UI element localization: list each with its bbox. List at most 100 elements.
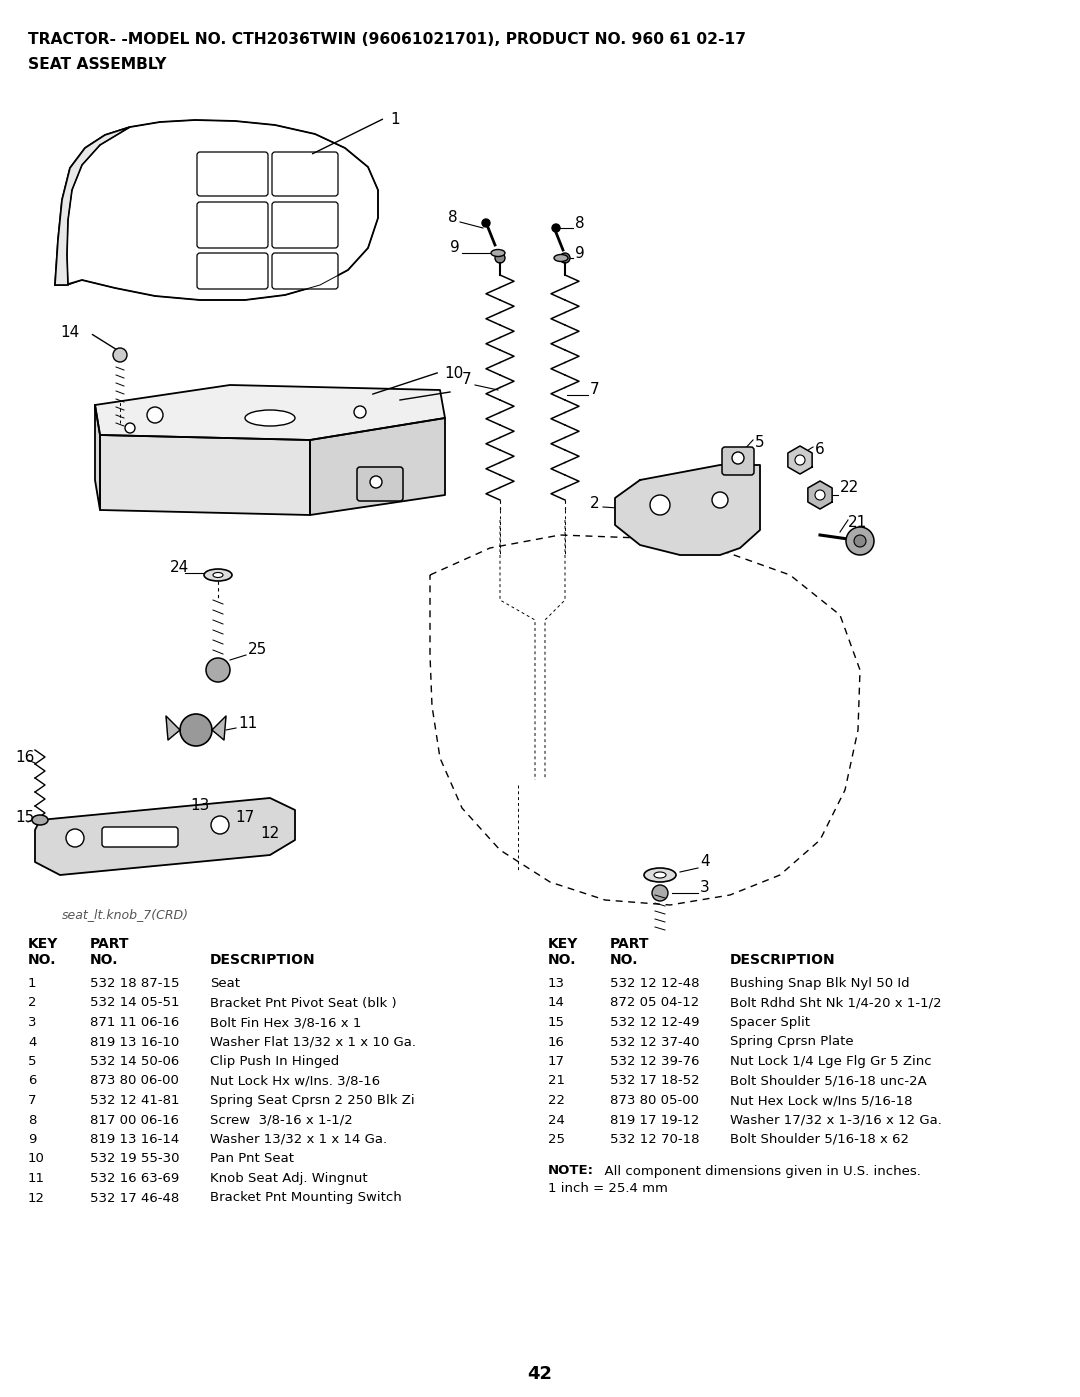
Text: 12: 12 (28, 1192, 45, 1204)
Text: All component dimensions given in U.S. inches.: All component dimensions given in U.S. i… (596, 1165, 921, 1178)
Polygon shape (55, 120, 378, 300)
Text: 819 13 16-10: 819 13 16-10 (90, 1035, 179, 1049)
FancyBboxPatch shape (197, 152, 268, 196)
Text: 3: 3 (28, 1016, 37, 1030)
Text: SEAT ASSEMBLY: SEAT ASSEMBLY (28, 57, 166, 73)
Text: 2: 2 (28, 996, 37, 1010)
Text: 9: 9 (28, 1133, 37, 1146)
Ellipse shape (32, 814, 48, 826)
Text: 17: 17 (235, 810, 254, 826)
Circle shape (147, 407, 163, 423)
Polygon shape (808, 481, 832, 509)
Text: 10: 10 (444, 366, 463, 381)
Text: TRACTOR- -MODEL NO. CTH2036TWIN (96061021701), PRODUCT NO. 960 61 02-17: TRACTOR- -MODEL NO. CTH2036TWIN (9606102… (28, 32, 746, 47)
Text: 15: 15 (548, 1016, 565, 1030)
FancyBboxPatch shape (357, 467, 403, 502)
Text: Seat: Seat (210, 977, 240, 990)
Text: seat_lt.knob_7(CRD): seat_lt.knob_7(CRD) (62, 908, 189, 921)
Polygon shape (95, 405, 100, 510)
Circle shape (652, 886, 669, 901)
Ellipse shape (554, 254, 568, 261)
Polygon shape (310, 418, 445, 515)
Circle shape (370, 476, 382, 488)
Circle shape (206, 658, 230, 682)
Circle shape (113, 348, 127, 362)
Ellipse shape (204, 569, 232, 581)
Text: 7: 7 (462, 373, 472, 387)
Text: Nut Hex Lock w/Ins 5/16-18: Nut Hex Lock w/Ins 5/16-18 (730, 1094, 913, 1106)
Text: Washer 13/32 x 1 x 14 Ga.: Washer 13/32 x 1 x 14 Ga. (210, 1133, 387, 1146)
Text: 871 11 06-16: 871 11 06-16 (90, 1016, 179, 1030)
FancyBboxPatch shape (102, 827, 178, 847)
Ellipse shape (245, 409, 295, 426)
FancyBboxPatch shape (197, 203, 268, 249)
Circle shape (854, 535, 866, 548)
Text: 22: 22 (548, 1094, 565, 1106)
Text: Bolt Rdhd Sht Nk 1/4-20 x 1-1/2: Bolt Rdhd Sht Nk 1/4-20 x 1-1/2 (730, 996, 942, 1010)
FancyBboxPatch shape (723, 447, 754, 475)
Circle shape (561, 253, 570, 263)
Text: Screw  3/8-16 x 1-1/2: Screw 3/8-16 x 1-1/2 (210, 1113, 353, 1126)
Text: 4: 4 (28, 1035, 37, 1049)
Text: Bracket Pnt Mounting Switch: Bracket Pnt Mounting Switch (210, 1192, 402, 1204)
Text: Bolt Shoulder 5/16-18 x 62: Bolt Shoulder 5/16-18 x 62 (730, 1133, 909, 1146)
Text: 15: 15 (15, 810, 35, 826)
Text: 532 14 05-51: 532 14 05-51 (90, 996, 179, 1010)
Text: 14: 14 (548, 996, 565, 1010)
Polygon shape (788, 446, 812, 474)
Text: 42: 42 (527, 1365, 553, 1383)
Text: 8: 8 (28, 1113, 37, 1126)
FancyBboxPatch shape (272, 253, 338, 289)
Text: 5: 5 (755, 434, 765, 450)
Text: 532 17 46-48: 532 17 46-48 (90, 1192, 179, 1204)
Text: 7: 7 (590, 383, 599, 398)
Polygon shape (615, 465, 760, 555)
Text: Bolt Fin Hex 3/8-16 x 1: Bolt Fin Hex 3/8-16 x 1 (210, 1016, 362, 1030)
Text: Nut Lock 1/4 Lge Flg Gr 5 Zinc: Nut Lock 1/4 Lge Flg Gr 5 Zinc (730, 1055, 932, 1067)
Text: 532 12 12-48: 532 12 12-48 (610, 977, 700, 990)
Text: Washer 17/32 x 1-3/16 x 12 Ga.: Washer 17/32 x 1-3/16 x 12 Ga. (730, 1113, 942, 1126)
Circle shape (354, 407, 366, 418)
Polygon shape (166, 717, 180, 740)
Text: NO.: NO. (90, 953, 119, 967)
Text: 532 18 87-15: 532 18 87-15 (90, 977, 179, 990)
Text: Nut Lock Hx w/Ins. 3/8-16: Nut Lock Hx w/Ins. 3/8-16 (210, 1074, 380, 1087)
Circle shape (650, 495, 670, 515)
Polygon shape (55, 127, 130, 285)
Circle shape (846, 527, 874, 555)
Text: 8: 8 (448, 211, 458, 225)
Text: 2: 2 (590, 496, 599, 510)
Text: 872 05 04-12: 872 05 04-12 (610, 996, 699, 1010)
Text: 1: 1 (28, 977, 37, 990)
Circle shape (712, 492, 728, 509)
Text: Bracket Pnt Pivot Seat (blk ): Bracket Pnt Pivot Seat (blk ) (210, 996, 396, 1010)
Text: Washer Flat 13/32 x 1 x 10 Ga.: Washer Flat 13/32 x 1 x 10 Ga. (210, 1035, 416, 1049)
Text: 8: 8 (575, 217, 584, 232)
Text: Knob Seat Adj. Wingnut: Knob Seat Adj. Wingnut (210, 1172, 367, 1185)
Text: 11: 11 (28, 1172, 45, 1185)
Text: NOTE:: NOTE: (548, 1165, 594, 1178)
Text: 10: 10 (28, 1153, 45, 1165)
Text: 25: 25 (248, 643, 267, 658)
Text: Bushing Snap Blk Nyl 50 Id: Bushing Snap Blk Nyl 50 Id (730, 977, 909, 990)
Circle shape (211, 816, 229, 834)
Text: 532 19 55-30: 532 19 55-30 (90, 1153, 179, 1165)
Text: 532 12 37-40: 532 12 37-40 (610, 1035, 700, 1049)
Text: 14: 14 (60, 326, 79, 339)
Text: DESCRIPTION: DESCRIPTION (210, 953, 315, 967)
Text: 1 inch = 25.4 mm: 1 inch = 25.4 mm (548, 1182, 667, 1194)
Text: 9: 9 (575, 246, 584, 260)
Text: PART: PART (90, 937, 130, 951)
Polygon shape (35, 798, 295, 875)
Text: Spring Seat Cprsn 2 250 Blk Zi: Spring Seat Cprsn 2 250 Blk Zi (210, 1094, 415, 1106)
Circle shape (732, 453, 744, 464)
Ellipse shape (644, 868, 676, 882)
Text: 532 12 12-49: 532 12 12-49 (610, 1016, 700, 1030)
Text: 12: 12 (260, 826, 280, 841)
Circle shape (180, 714, 212, 746)
Text: Pan Pnt Seat: Pan Pnt Seat (210, 1153, 294, 1165)
Text: 24: 24 (170, 560, 189, 576)
Circle shape (482, 219, 490, 226)
Text: 11: 11 (238, 717, 257, 732)
FancyBboxPatch shape (197, 253, 268, 289)
